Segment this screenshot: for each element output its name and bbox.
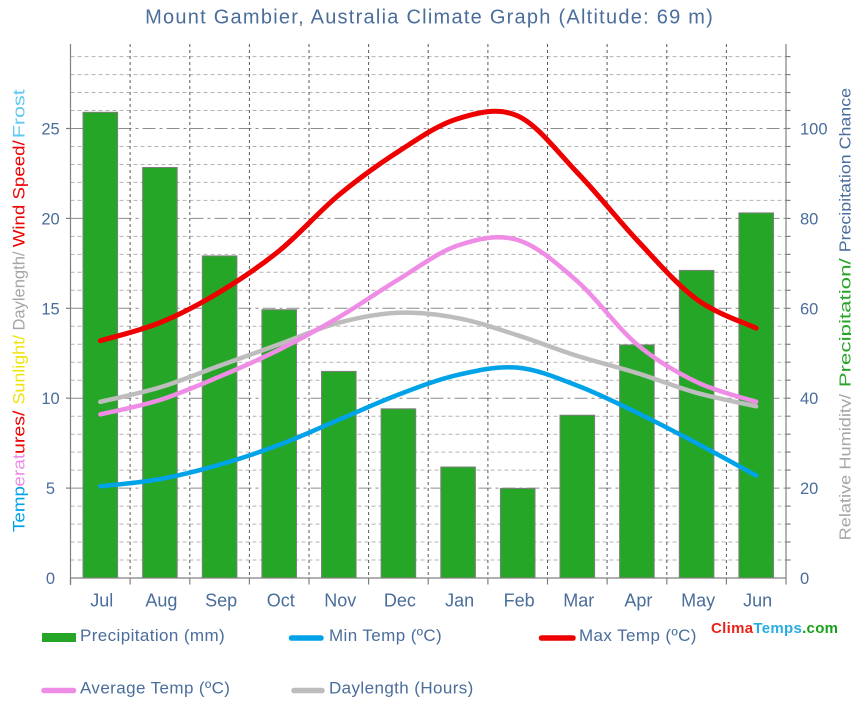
svg-text:Mount Gambier, Australia Clima: Mount Gambier, Australia Climate Graph (… <box>145 7 714 29</box>
svg-text:ClimaTemps.com: ClimaTemps.com <box>711 620 838 637</box>
svg-text:100: 100 <box>800 121 828 139</box>
svg-text:Max Temp (ºC): Max Temp (ºC) <box>579 626 697 645</box>
svg-text:Wind Speed/: Wind Speed/ <box>10 140 29 247</box>
svg-text:Sep: Sep <box>205 591 237 611</box>
svg-text:erat: erat <box>10 453 29 486</box>
svg-text:Sunlight/: Sunlight/ <box>10 335 29 405</box>
svg-text:Daylength/: Daylength/ <box>10 251 29 330</box>
svg-text:40: 40 <box>800 390 818 408</box>
svg-text:0: 0 <box>800 570 809 588</box>
svg-text:ures/: ures/ <box>10 410 29 454</box>
svg-text:Precipitation Chance: Precipitation Chance <box>838 88 851 252</box>
svg-text:Jun: Jun <box>743 591 772 611</box>
svg-text:Nov: Nov <box>324 591 356 611</box>
svg-text:Temp: Temp <box>10 486 29 532</box>
svg-text:Apr: Apr <box>624 591 652 611</box>
svg-text:Jan: Jan <box>445 591 474 611</box>
svg-text:25: 25 <box>41 121 59 139</box>
svg-text:Average Temp (ºC): Average Temp (ºC) <box>80 679 230 698</box>
svg-text:Dec: Dec <box>384 591 416 611</box>
svg-text:Jul: Jul <box>90 591 113 611</box>
svg-text:5: 5 <box>46 480 55 498</box>
svg-text:Aug: Aug <box>145 591 177 611</box>
svg-text:Oct: Oct <box>267 591 295 611</box>
svg-text:15: 15 <box>41 300 59 318</box>
svg-text:Precipitation/: Precipitation/ <box>838 258 851 388</box>
svg-text:20: 20 <box>41 210 59 228</box>
svg-text:Frost: Frost <box>10 89 29 138</box>
svg-text:May: May <box>681 591 715 611</box>
svg-text:0: 0 <box>46 570 55 588</box>
svg-text:80: 80 <box>800 210 818 228</box>
svg-text:10: 10 <box>41 390 59 408</box>
svg-text:Precipitation (mm): Precipitation (mm) <box>80 626 225 645</box>
svg-text:20: 20 <box>800 480 818 498</box>
svg-text:Relative Humidity/: Relative Humidity/ <box>838 393 851 540</box>
svg-text:Mar: Mar <box>563 591 594 611</box>
svg-text:60: 60 <box>800 300 818 318</box>
svg-text:Min Temp (ºC): Min Temp (ºC) <box>329 626 442 645</box>
svg-text:Feb: Feb <box>504 591 535 611</box>
svg-text:Daylength (Hours): Daylength (Hours) <box>329 679 474 698</box>
